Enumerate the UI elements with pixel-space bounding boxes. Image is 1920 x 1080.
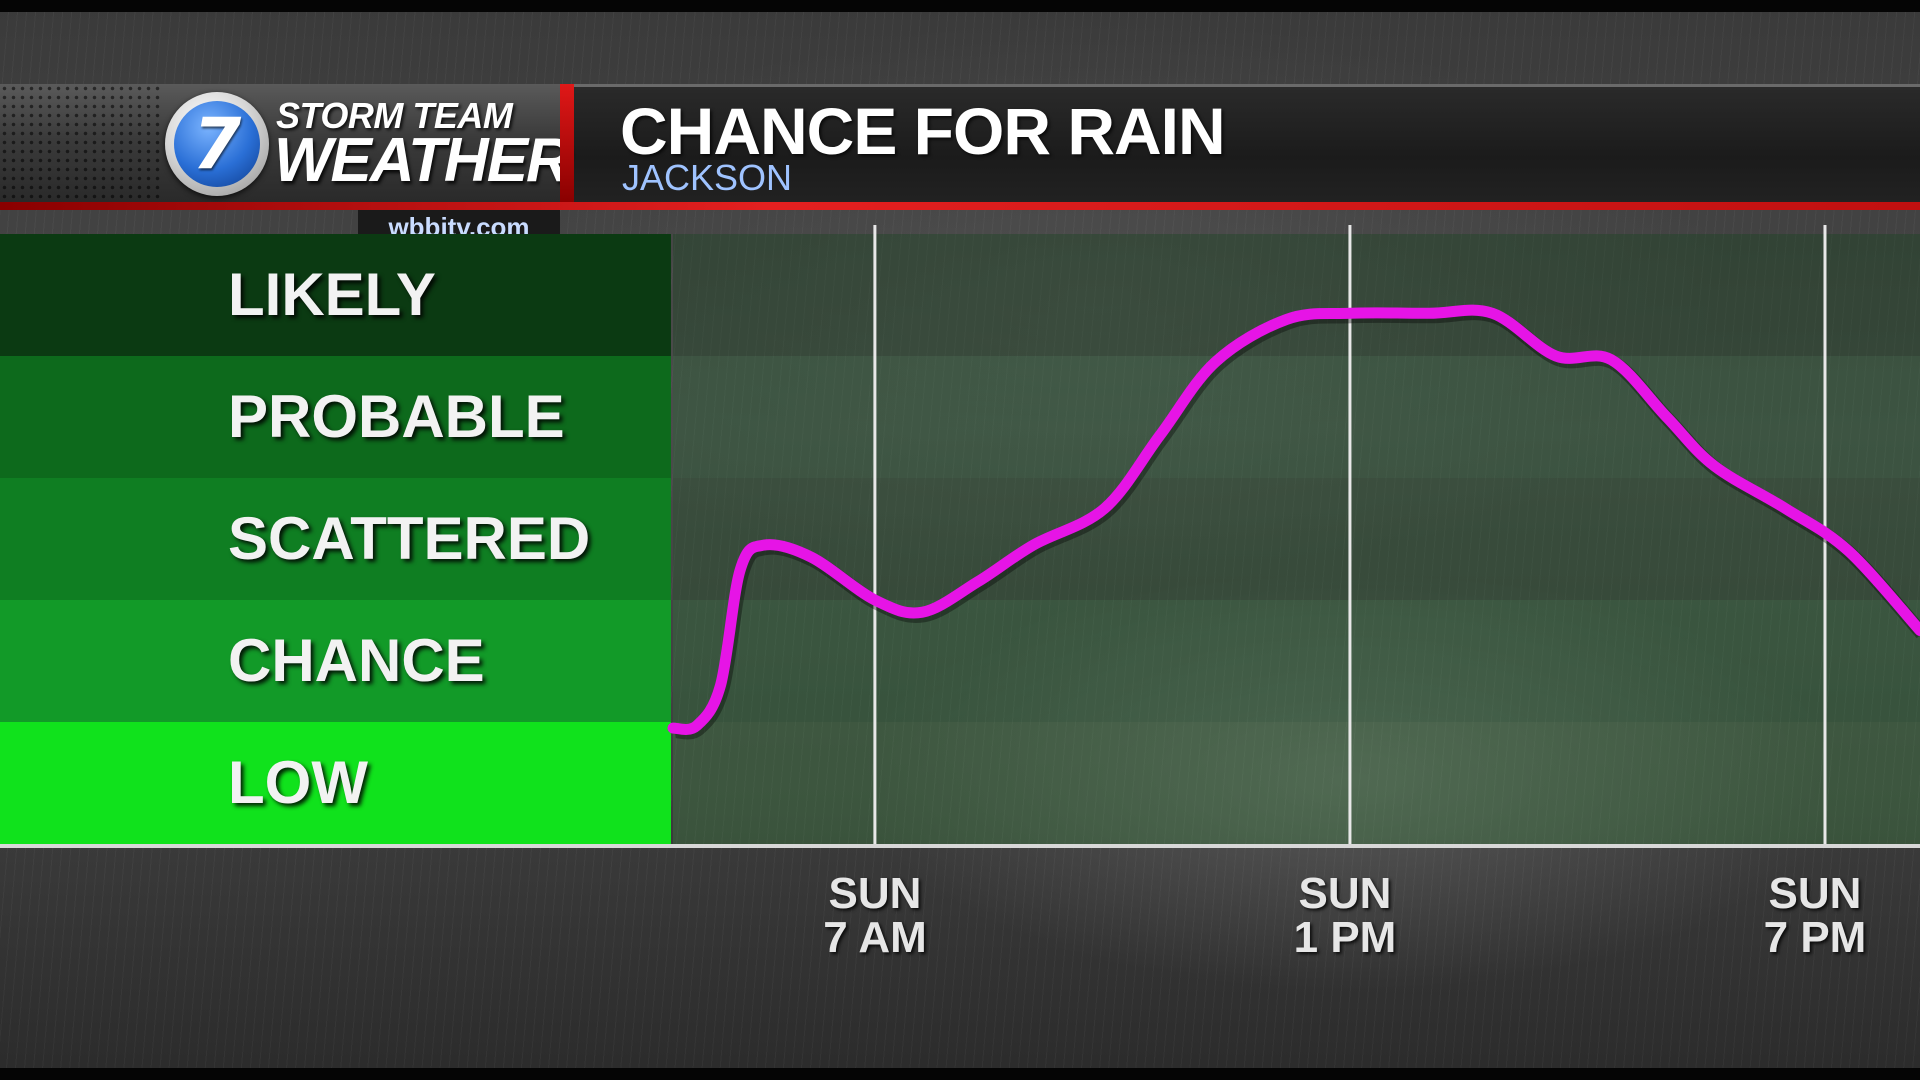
channel-7-logo-icon: 7 — [165, 92, 269, 196]
logo-dot-pattern — [0, 84, 160, 202]
band-label-chance: CHANCE — [228, 627, 485, 694]
plot-stripe-scattered — [673, 478, 1920, 600]
band-label-probable: PROBABLE — [228, 383, 565, 450]
x-tick-label: SUN 7 AM — [775, 872, 975, 960]
x-tick-time: 1 PM — [1293, 913, 1397, 962]
rain-chance-line — [667, 304, 1920, 735]
band-label-low: LOW — [228, 749, 368, 816]
band-label-scattered: SCATTERED — [228, 505, 591, 572]
x-tick-day: SUN — [1768, 869, 1862, 918]
band-low: LOW — [0, 722, 671, 844]
logo-text-storm-team: STORM TEAM — [276, 95, 513, 136]
band-label-likely: LIKELY — [228, 261, 436, 328]
plot-stripe-low — [673, 722, 1920, 844]
chart-title: CHANCE FOR RAIN — [620, 94, 1226, 168]
band-chance: CHANCE — [0, 600, 671, 722]
band-scattered: SCATTERED — [0, 478, 671, 600]
location-subtitle: JACKSON — [622, 157, 793, 198]
rain-chance-line-shadow — [674, 306, 1920, 740]
x-tick-day: SUN — [828, 869, 922, 918]
x-tick-time: 7 PM — [1763, 913, 1867, 962]
header-red-underline — [0, 202, 1920, 210]
x-tick-time: 7 AM — [823, 913, 927, 962]
x-tick-label: SUN 1 PM — [1245, 872, 1445, 960]
x-tick-label: SUN 7 PM — [1715, 872, 1915, 960]
x-tick-day: SUN — [1298, 869, 1392, 918]
letterbox-bottom — [0, 1068, 1920, 1080]
logo-number: 7 — [174, 101, 260, 187]
header-red-divider — [560, 84, 574, 202]
band-likely: LIKELY — [0, 234, 671, 356]
letterbox-top — [0, 0, 1920, 12]
band-probable: PROBABLE — [0, 356, 671, 478]
logo-text-weather: WEATHER — [274, 126, 571, 195]
plot-stripe-chance — [673, 600, 1920, 722]
plot-stripe-likely — [673, 234, 1920, 356]
logo-panel — [0, 84, 560, 202]
